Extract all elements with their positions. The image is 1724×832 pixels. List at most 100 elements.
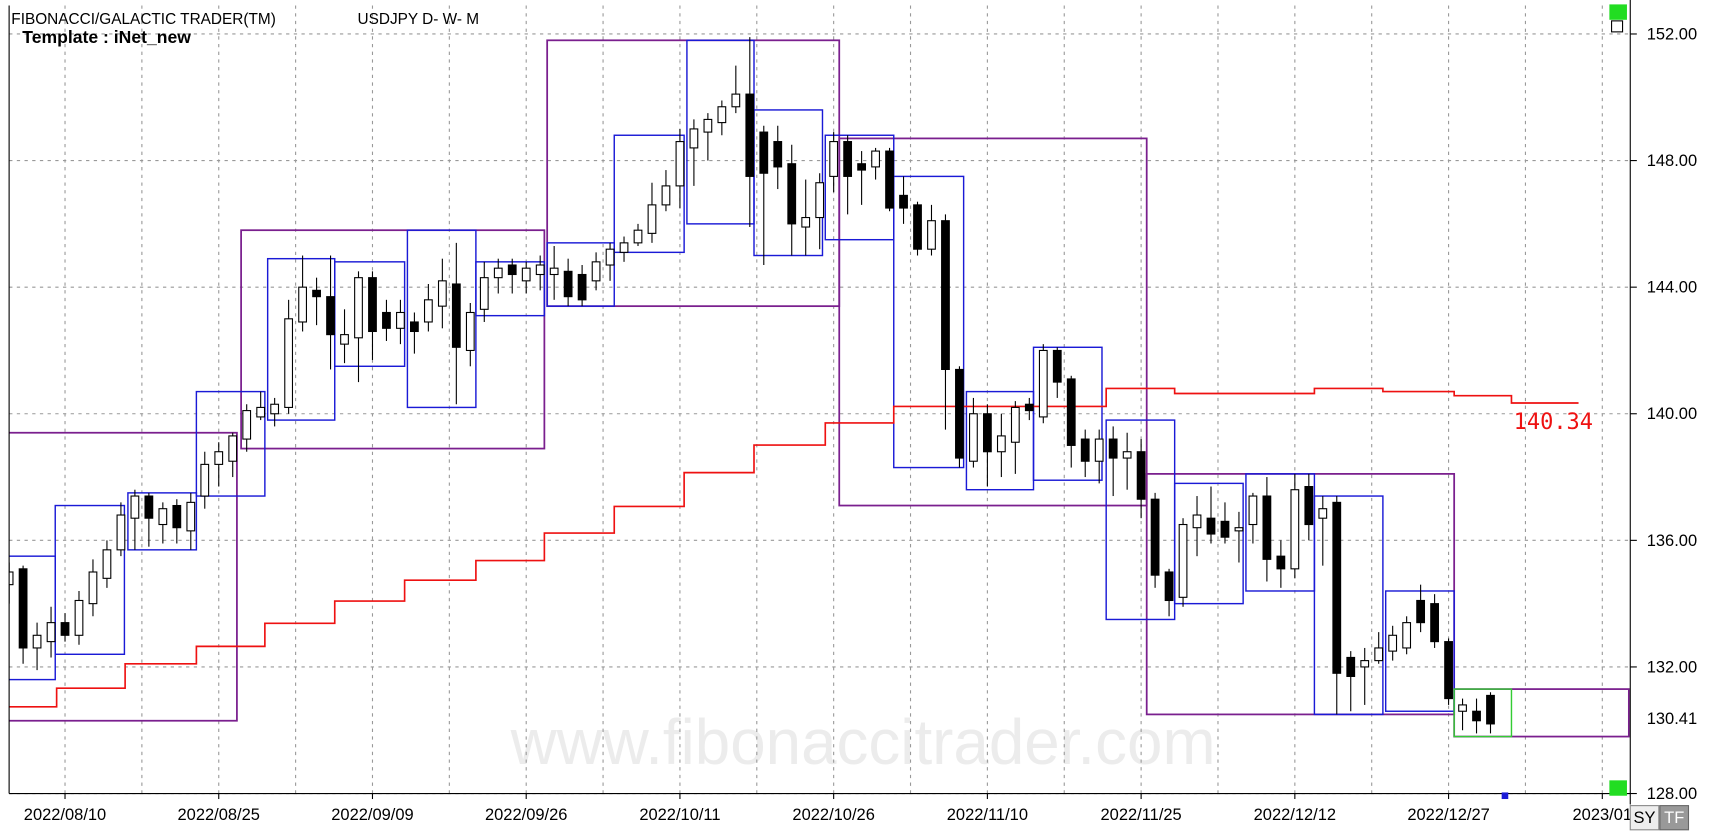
x-tick-label: 2022/12/12 bbox=[1254, 806, 1336, 824]
cursor-marker bbox=[1501, 792, 1509, 800]
corner-button[interactable] bbox=[1611, 20, 1624, 33]
range-box bbox=[838, 137, 1148, 507]
candle-body bbox=[116, 514, 126, 551]
candle-body bbox=[815, 182, 825, 219]
candle-body bbox=[1430, 603, 1439, 643]
range-box bbox=[1453, 688, 1513, 738]
candle-body bbox=[1402, 622, 1412, 649]
corner-marker bbox=[1609, 4, 1627, 20]
range-box bbox=[475, 261, 546, 317]
candle-body bbox=[312, 289, 321, 298]
candle-body bbox=[354, 277, 363, 339]
candle-body bbox=[242, 410, 252, 440]
y-tick-label: 140.00 bbox=[1647, 405, 1697, 423]
x-tick-label: 2022/08/25 bbox=[178, 806, 260, 824]
last-price-box bbox=[1631, 706, 1724, 731]
candle-body bbox=[1458, 704, 1467, 712]
candle-body bbox=[1024, 403, 1034, 412]
candle-body bbox=[479, 277, 489, 310]
candle-body bbox=[759, 131, 769, 174]
candle-body bbox=[1122, 451, 1132, 459]
candle-body bbox=[1360, 660, 1370, 668]
candle-body bbox=[368, 277, 377, 333]
candle-body bbox=[787, 163, 797, 225]
range-box bbox=[613, 134, 685, 254]
candle-body bbox=[1486, 694, 1495, 725]
candle-body bbox=[493, 267, 503, 279]
candle-body bbox=[703, 118, 713, 133]
last-price-label: 130.41 bbox=[1647, 710, 1697, 728]
y-tick-label: 148.00 bbox=[1647, 152, 1697, 170]
candle-body bbox=[270, 403, 280, 415]
candle-body bbox=[214, 451, 224, 465]
candle-body bbox=[130, 495, 140, 519]
candle-body bbox=[18, 568, 28, 649]
range-box bbox=[1032, 346, 1103, 481]
x-tick-label: 2022/11/10 bbox=[947, 806, 1028, 824]
button-label[interactable]: SY bbox=[1634, 809, 1656, 827]
candle-body bbox=[326, 296, 335, 336]
ma-label: 140.34 bbox=[1514, 410, 1593, 435]
candle-body bbox=[521, 267, 531, 282]
range-box bbox=[1313, 495, 1384, 716]
candle-body bbox=[410, 321, 419, 333]
candle-body bbox=[899, 194, 908, 209]
x-tick-label: 2022/09/26 bbox=[485, 806, 567, 824]
candle-body bbox=[74, 599, 84, 636]
candle-body bbox=[717, 106, 727, 124]
candle-body bbox=[927, 220, 936, 250]
axes: 152.00 148.00 144.00 140.00 136.00 132.00 128.… bbox=[24, 25, 1724, 824]
candle-body bbox=[535, 264, 545, 276]
candle-body bbox=[871, 150, 880, 168]
candle-body bbox=[298, 286, 307, 323]
candle-body bbox=[619, 242, 629, 253]
y-tick-label: 136.00 bbox=[1647, 532, 1697, 550]
candle-body bbox=[102, 549, 112, 579]
button[interactable] bbox=[1659, 805, 1690, 831]
candle-body bbox=[1346, 656, 1356, 677]
candle-body bbox=[1010, 406, 1020, 443]
candle-body bbox=[675, 141, 685, 187]
candle-body bbox=[396, 311, 405, 329]
button[interactable] bbox=[1629, 805, 1660, 831]
x-tick-label: 2022/11/25 bbox=[1101, 806, 1182, 824]
range-box bbox=[240, 229, 546, 450]
candle-body bbox=[1052, 349, 1062, 383]
candle-body bbox=[647, 204, 657, 234]
candle-body bbox=[437, 280, 447, 307]
x-tick-label: 2022/12/27 bbox=[1407, 806, 1489, 824]
ma-line bbox=[9, 387, 1579, 708]
candle-body bbox=[955, 368, 964, 459]
candle-body bbox=[1276, 555, 1286, 570]
y-tick-label: 132.00 bbox=[1647, 658, 1697, 676]
candle-body bbox=[801, 216, 811, 228]
range-box bbox=[195, 390, 266, 497]
candle-body bbox=[1164, 571, 1174, 602]
candle-body bbox=[731, 93, 741, 108]
candle-body bbox=[1388, 634, 1398, 652]
candle-body bbox=[1262, 495, 1272, 560]
x-tick-label: 2022/08/10 bbox=[24, 806, 106, 824]
candle-body bbox=[969, 413, 978, 462]
candle-body bbox=[1066, 378, 1076, 446]
button-label[interactable]: TF bbox=[1664, 809, 1684, 827]
range-box bbox=[406, 229, 477, 409]
y-tick-label: 128.00 bbox=[1647, 785, 1697, 803]
candle-body bbox=[382, 311, 391, 329]
candle-body bbox=[549, 267, 559, 276]
candle-body bbox=[1416, 599, 1426, 624]
candle-body bbox=[829, 141, 839, 177]
corner-marker bbox=[1609, 780, 1627, 796]
candle-body bbox=[1248, 495, 1258, 526]
candle-body bbox=[465, 311, 475, 352]
candle-body bbox=[885, 150, 894, 209]
x-tick-label: 2022/10/26 bbox=[792, 806, 874, 824]
watermark: www.fibonaccitrader.com bbox=[510, 706, 1216, 778]
candle-body bbox=[913, 204, 922, 250]
grid bbox=[9, 5, 1631, 795]
candle-body bbox=[1444, 641, 1453, 700]
toolbar: SY TF bbox=[1629, 805, 1690, 831]
candle-body bbox=[256, 406, 266, 418]
candle-body bbox=[857, 163, 867, 171]
